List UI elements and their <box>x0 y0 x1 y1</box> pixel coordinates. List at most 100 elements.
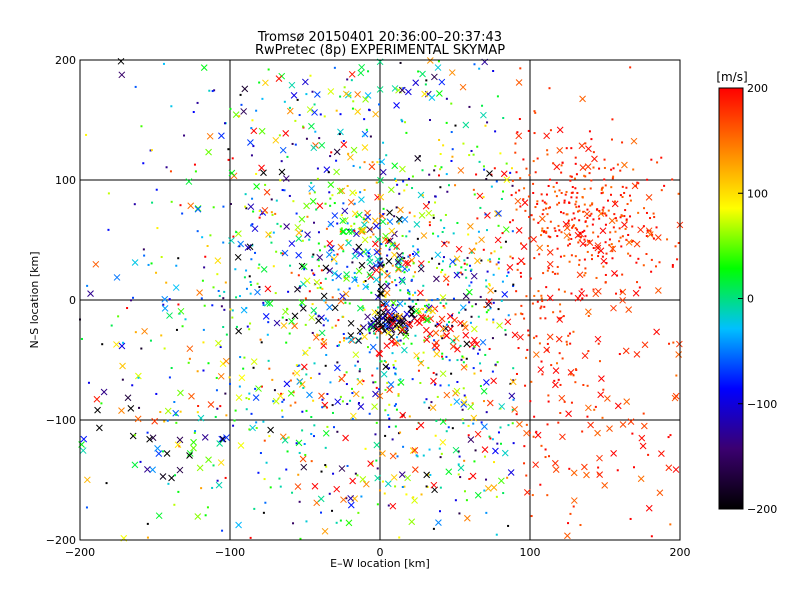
scatter-point-dot <box>201 279 204 282</box>
scatter-point-dot <box>601 212 604 215</box>
scatter-point-x <box>261 206 269 214</box>
scatter-point-x <box>389 452 397 460</box>
scatter-point-dot <box>231 316 234 319</box>
scatter-point-x <box>484 485 492 492</box>
scatter-point-dot <box>353 271 356 274</box>
scatter-point-dot <box>310 269 313 272</box>
scatter-point-x <box>559 433 566 441</box>
scatter-point-x <box>371 308 379 316</box>
scatter-point-dot <box>504 329 507 332</box>
scatter-point-dot <box>408 321 411 324</box>
colorbar-tick-label: 200 <box>747 82 768 95</box>
scatter-point-dot <box>548 87 551 90</box>
scatter-point-dot <box>618 353 621 356</box>
scatter-point-dot <box>285 468 288 471</box>
scatter-point-x <box>386 312 393 320</box>
scatter-point-dot <box>339 95 342 98</box>
scatter-point-dot <box>383 492 386 495</box>
scatter-point-dot <box>533 415 536 418</box>
scatter-point-x <box>408 311 416 318</box>
scatter-point-dot <box>510 167 513 170</box>
scatter-point-dot <box>388 367 391 370</box>
scatter-point-dot <box>428 221 431 224</box>
scatter-point-dot <box>146 536 149 539</box>
scatter-point-x <box>377 193 385 201</box>
scatter-point-dot <box>382 213 385 216</box>
scatter-point-dot <box>581 430 584 433</box>
scatter-point-dot <box>356 474 359 477</box>
scatter-point-dot <box>394 403 397 406</box>
scatter-point-x <box>264 285 272 293</box>
scatter-point-dot <box>296 98 299 101</box>
scatter-point-dot <box>492 318 495 321</box>
scatter-point-x <box>247 139 254 146</box>
scatter-point-x <box>357 403 365 410</box>
scatter-point-dot <box>342 332 345 335</box>
scatter-point-dot <box>258 263 261 266</box>
scatter-point-dot <box>465 357 468 360</box>
scatter-point-dot <box>323 115 326 118</box>
scatter-point-dot <box>620 290 623 293</box>
scatter-point-dot <box>250 224 253 227</box>
scatter-point-x <box>177 307 185 315</box>
scatter-point-dot <box>415 302 418 305</box>
scatter-point-dot <box>575 206 578 209</box>
scatter-point-dot <box>491 438 494 441</box>
scatter-point-dot <box>578 219 581 222</box>
scatter-point-dot <box>458 512 461 515</box>
scatter-point-dot <box>546 213 549 216</box>
scatter-point-dot <box>538 253 541 256</box>
scatter-point-dot <box>565 147 568 150</box>
scatter-point-x <box>244 244 252 251</box>
scatter-point-dot <box>357 402 360 405</box>
scatter-point-x <box>177 389 184 397</box>
scatter-point-dot <box>231 309 234 312</box>
scatter-point-dot <box>600 188 603 191</box>
scatter-point-dot <box>331 296 334 299</box>
scatter-point-dot <box>364 447 367 450</box>
scatter-point-dot <box>206 506 209 509</box>
scatter-point-x <box>318 329 326 337</box>
scatter-point-dot <box>536 202 539 205</box>
scatter-point-dot <box>432 527 435 530</box>
scatter-point-x <box>606 425 613 433</box>
scatter-point-x <box>429 307 436 315</box>
scatter-point-x <box>578 142 586 150</box>
scatter-point-dot <box>540 297 543 300</box>
scatter-point-dot <box>450 102 453 105</box>
scatter-point-dot <box>308 346 311 349</box>
scatter-point-x <box>361 333 368 341</box>
scatter-point-dot <box>401 485 404 488</box>
scatter-point-x <box>298 380 306 388</box>
scatter-point-dot <box>598 209 601 212</box>
scatter-point-dot <box>417 357 420 360</box>
scatter-point-dot <box>217 289 220 292</box>
scatter-point-x <box>479 338 487 346</box>
scatter-point-dot <box>385 154 388 157</box>
scatter-point-x <box>387 186 395 194</box>
scatter-point-dot <box>278 134 281 137</box>
scatter-point-dot <box>609 193 612 196</box>
scatter-point-dot <box>383 359 386 362</box>
scatter-point-dot <box>529 277 532 280</box>
scatter-point-dot <box>632 168 635 171</box>
scatter-point-dot <box>454 499 457 502</box>
scatter-point-dot <box>545 286 548 289</box>
scatter-point-x <box>640 422 648 430</box>
scatter-point-dot <box>572 225 575 228</box>
scatter-point-dot <box>546 269 549 272</box>
scatter-point-x <box>347 336 355 344</box>
scatter-point-dot <box>566 343 569 346</box>
scatter-point-dot <box>545 193 548 196</box>
scatter-point-dot <box>516 131 519 134</box>
scatter-point-dot <box>298 286 301 289</box>
scatter-point-dot <box>438 510 441 513</box>
scatter-point-x <box>460 363 468 371</box>
scatter-point-dot <box>364 280 367 283</box>
scatter-point-x <box>422 202 430 210</box>
scatter-point-dot <box>100 402 103 405</box>
scatter-point-x <box>217 372 225 380</box>
scatter-point-dot <box>491 337 494 340</box>
scatter-point-dot <box>572 505 575 508</box>
scatter-point-dot <box>558 229 561 232</box>
